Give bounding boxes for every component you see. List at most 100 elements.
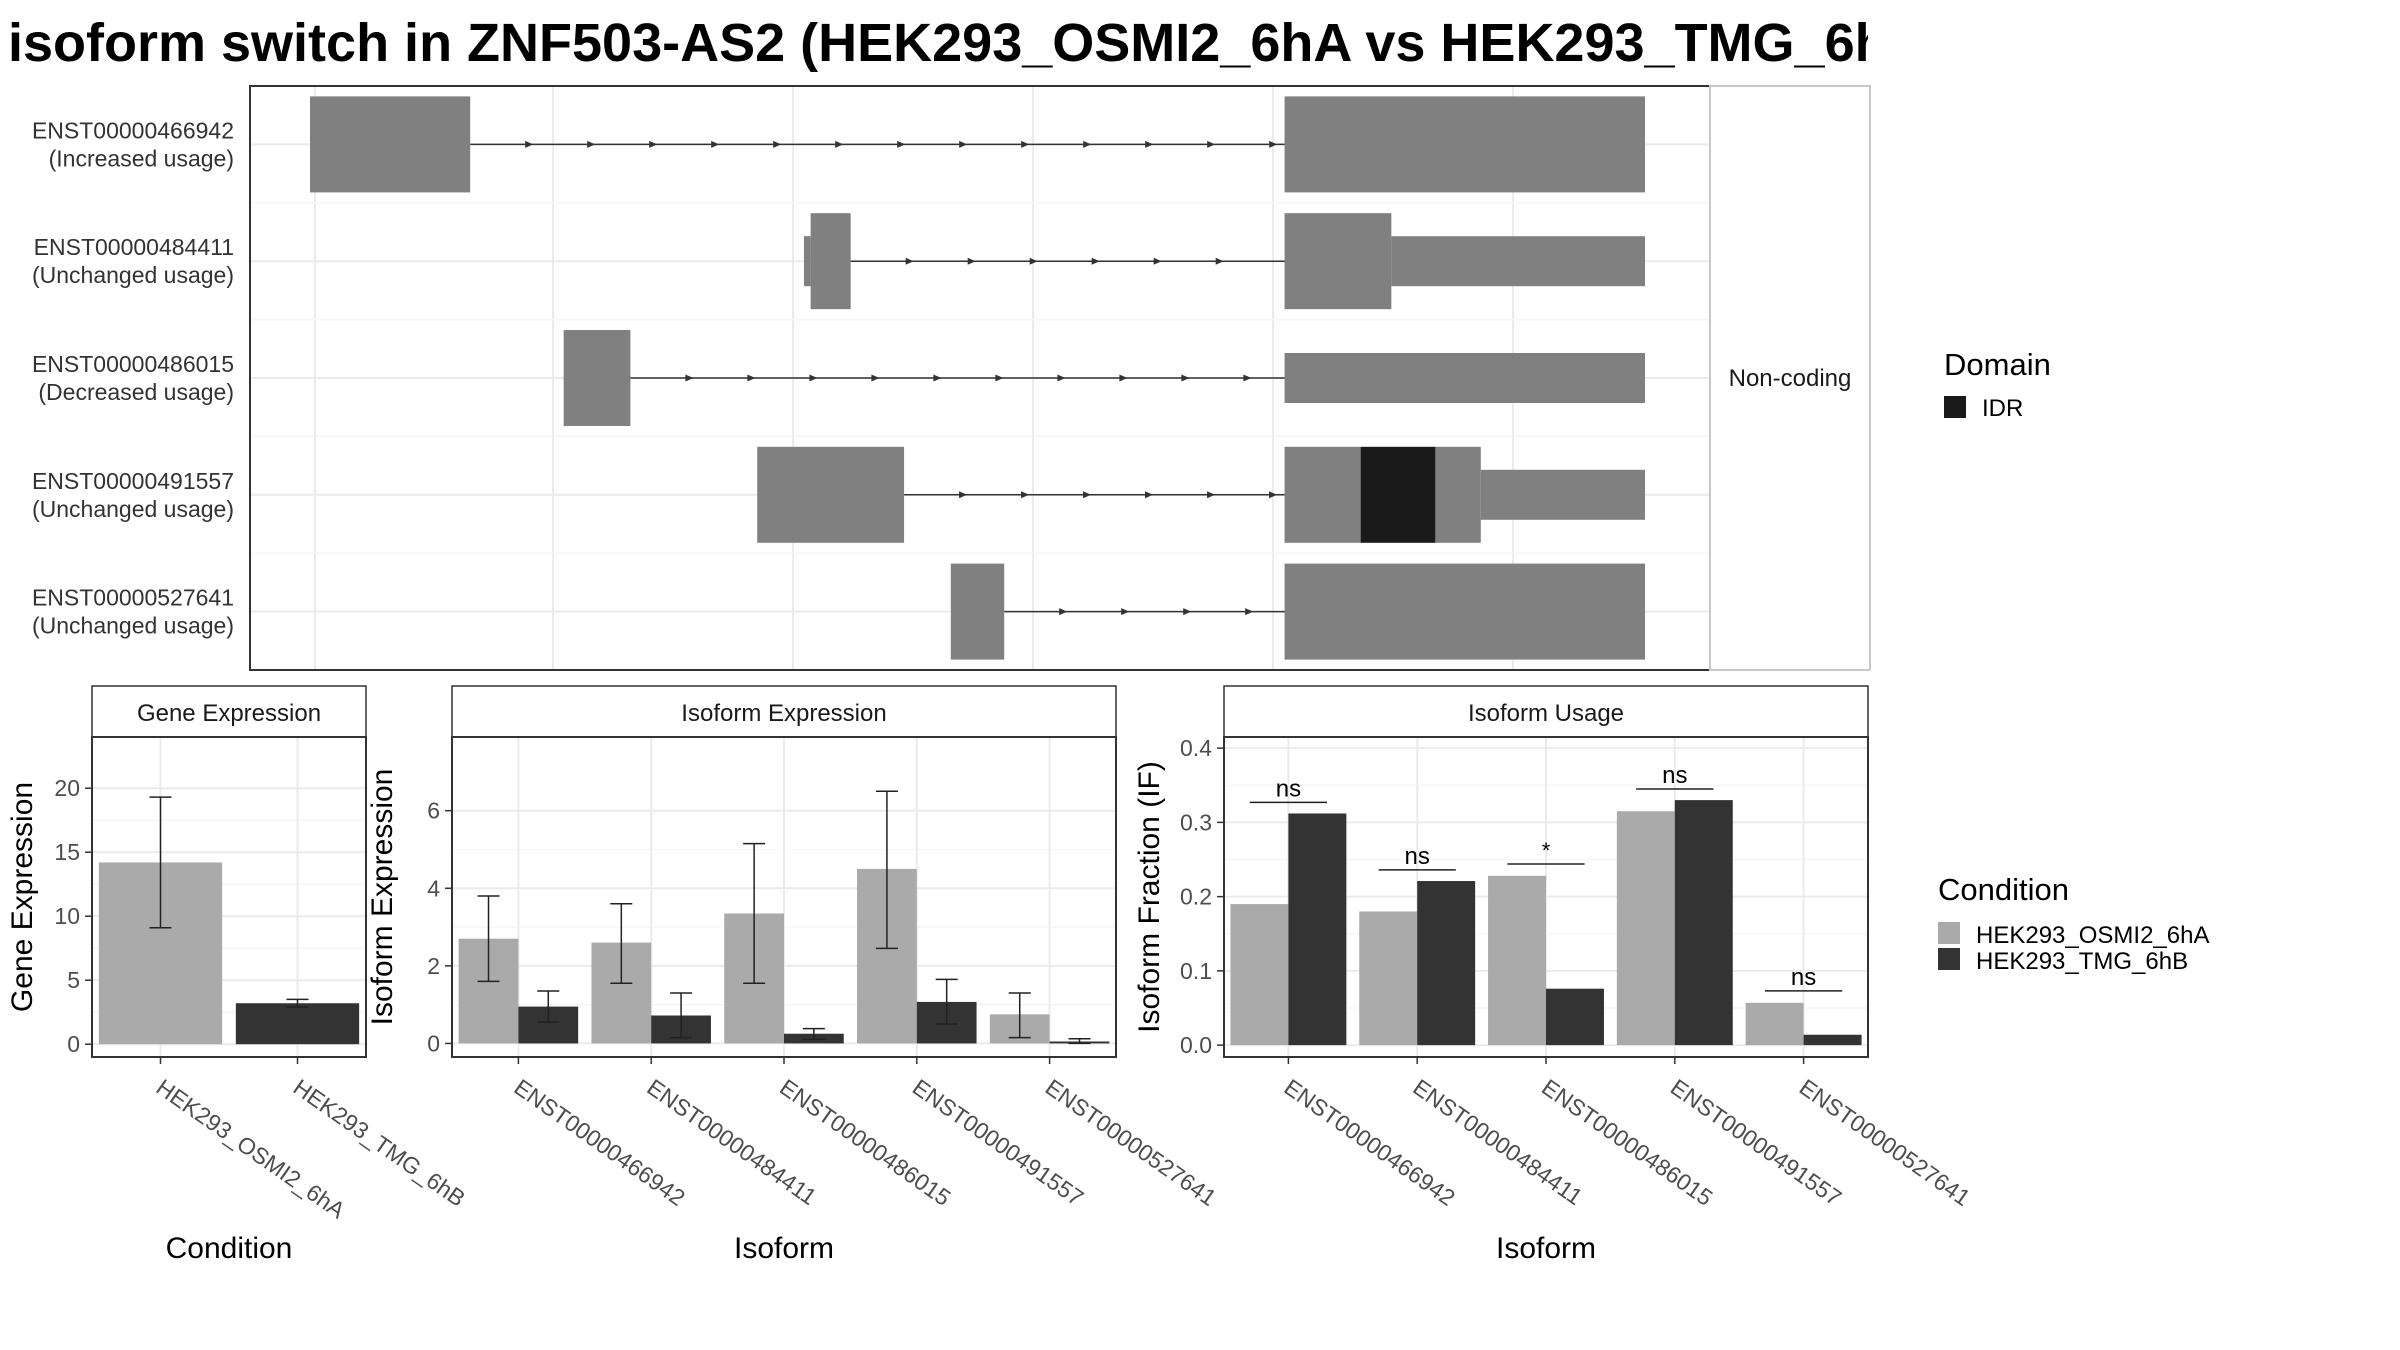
bar-ENST00000466942-1	[1230, 904, 1289, 1046]
y-tick-label: 0.4	[1180, 735, 1212, 761]
panel-border	[91, 736, 367, 1058]
bar-ENST00000491557-2	[1674, 800, 1733, 1046]
intron-arrow	[967, 257, 976, 265]
intron-arrow	[1207, 140, 1216, 148]
chart-panel-2: Isoform Expression0246ENST00000466942ENS…	[366, 685, 1221, 1265]
transcript-usage-label: (Increased usage)	[49, 145, 234, 171]
y-tick-label: 2	[427, 953, 440, 979]
intron-arrow	[525, 140, 534, 148]
condition-legend-key-1	[1938, 922, 1960, 944]
bar-ENST00000527641-1	[1745, 1002, 1804, 1046]
panel-title: Gene Expression	[137, 700, 321, 727]
y-tick-label: 0.2	[1180, 884, 1212, 910]
facet-label-noncoding: Non-coding	[1729, 365, 1852, 392]
y-tick-label: 6	[427, 798, 440, 824]
y-tick-label: 0.3	[1180, 809, 1212, 835]
transcript-usage-label: (Unchanged usage)	[32, 613, 234, 639]
intron-arrow	[1245, 608, 1254, 616]
x-axis-title: Isoform	[1496, 1232, 1596, 1265]
bar-ENST00000491557-1	[1616, 811, 1675, 1046]
intron-arrow	[1145, 491, 1154, 499]
intron-arrow	[809, 374, 818, 382]
domain-legend-key	[1944, 396, 1966, 418]
intron-arrow	[1215, 257, 1224, 265]
y-tick-label: 0.0	[1180, 1032, 1212, 1058]
intron-arrow	[711, 140, 720, 148]
bar-ENST00000484411-1	[1359, 911, 1418, 1046]
intron-arrow	[1083, 491, 1092, 499]
figure-title: isoform switch in ZNF503-AS2 (HEK293_OSM…	[8, 13, 1868, 73]
intron-arrow	[933, 374, 942, 382]
condition-legend-label-1: HEK293_OSMI2_6hA	[1976, 922, 2209, 949]
intron-arrow	[747, 374, 756, 382]
condition-legend-title: Condition	[1938, 872, 2069, 907]
y-axis-title: Gene Expression	[6, 782, 39, 1012]
y-tick-label: 0.1	[1180, 958, 1212, 984]
significance-label: ns	[1662, 762, 1687, 789]
intron-arrow	[905, 257, 914, 265]
bar-HEK293_TMG_6hB	[235, 1003, 360, 1045]
x-axis-title: Isoform	[734, 1232, 834, 1265]
exon	[1480, 469, 1645, 520]
intron-arrow	[1207, 491, 1216, 499]
transcript-row-ENST00000466942	[310, 96, 1645, 193]
condition-legend-label-2: HEK293_TMG_6hB	[1976, 948, 2188, 975]
intron-arrow	[587, 140, 596, 148]
significance-label: ns	[1405, 843, 1430, 870]
transcript-row-ENST00000484411	[803, 213, 1645, 310]
exon	[810, 213, 851, 310]
intron-arrow	[1021, 140, 1030, 148]
exon	[1435, 446, 1481, 543]
y-tick-label: 5	[67, 967, 80, 993]
significance-label: ns	[1791, 964, 1816, 991]
chart-panel-1: Gene Expression05101520HEK293_OSMI2_6hAH…	[6, 685, 470, 1265]
y-tick-label: 15	[54, 839, 80, 865]
intron-arrow	[995, 374, 1004, 382]
transcript-id-label: ENST00000466942	[32, 117, 234, 143]
y-tick-label: 10	[54, 903, 80, 929]
transcript-row-ENST00000527641	[950, 563, 1645, 660]
transcript-row-ENST00000486015	[563, 330, 1645, 426]
intron-arrow	[685, 374, 694, 382]
transcript-id-label: ENST00000491557	[32, 468, 234, 494]
panel-title: Isoform Expression	[681, 700, 886, 727]
bar-ENST00000484411-2	[1417, 881, 1476, 1046]
intron-arrow	[1121, 608, 1130, 616]
intron-arrow	[1269, 491, 1278, 499]
bar-ENST00000486015-1	[1488, 875, 1546, 1046]
bar-ENST00000527641-2	[1803, 1034, 1862, 1046]
domain-legend-title: Domain	[1944, 347, 2051, 382]
exon	[1391, 236, 1645, 287]
bar-ENST00000466942-2	[1288, 813, 1347, 1046]
intron-arrow	[959, 140, 968, 148]
intron-arrow	[649, 140, 658, 148]
y-tick-label: 4	[427, 875, 440, 901]
exon	[757, 446, 905, 543]
intron-arrow	[871, 374, 880, 382]
intron-arrow	[835, 140, 844, 148]
x-axis-title: Condition	[166, 1232, 293, 1265]
significance-label: ns	[1276, 775, 1301, 802]
exon	[1284, 353, 1645, 403]
transcript-usage-label: (Unchanged usage)	[32, 496, 234, 522]
significance-label: *	[1542, 838, 1551, 863]
domain-legend-label: IDR	[1982, 395, 2023, 422]
intron-arrow	[1091, 257, 1100, 265]
transcript-usage-label: (Unchanged usage)	[32, 262, 234, 288]
exon	[1284, 563, 1645, 660]
exon	[1284, 96, 1645, 193]
intron-arrow	[1119, 374, 1128, 382]
y-tick-label: 0	[427, 1030, 440, 1056]
exon	[310, 96, 471, 193]
y-tick-label: 20	[54, 775, 80, 801]
intron-arrow	[1269, 140, 1278, 148]
intron-arrow	[1083, 140, 1092, 148]
y-axis-title: Isoform Fraction (IF)	[1133, 761, 1166, 1033]
intron-arrow	[1057, 374, 1066, 382]
exon	[563, 330, 631, 426]
panel-title: Isoform Usage	[1468, 700, 1624, 727]
transcript-row-ENST00000491557	[757, 446, 1645, 543]
exon	[1284, 446, 1361, 543]
intron-arrow	[773, 140, 782, 148]
